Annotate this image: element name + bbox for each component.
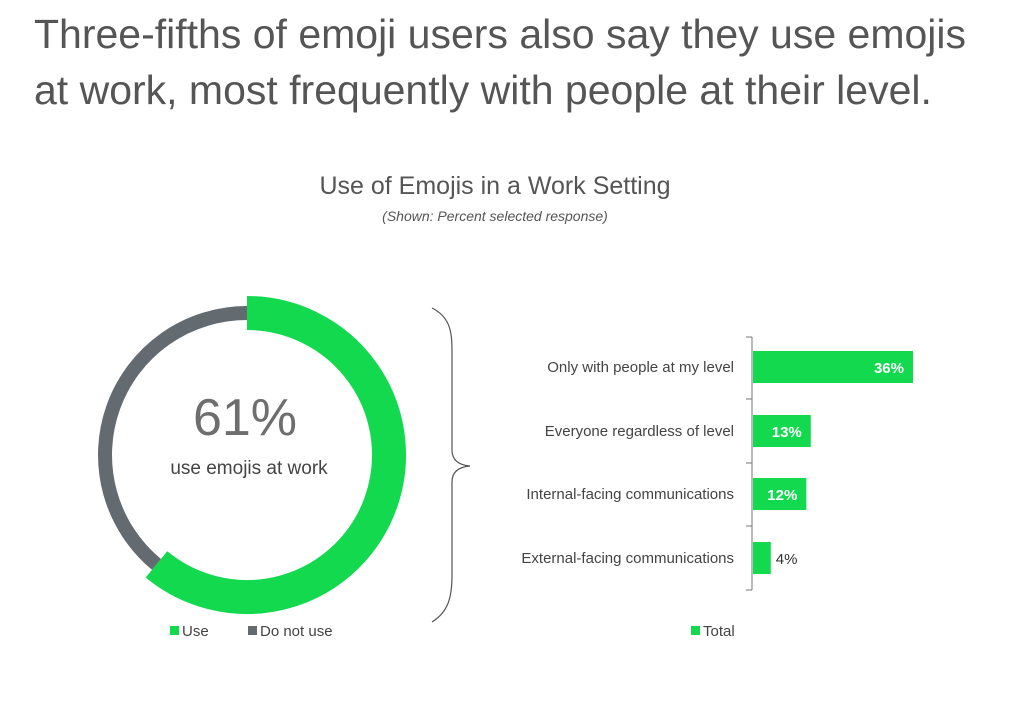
category-label: External-facing communications (521, 550, 734, 567)
legend-item-total-swatch (691, 626, 700, 635)
headline: Three-fifths of emoji users also say the… (34, 6, 1014, 118)
donut-slice-do-not-use (98, 306, 248, 570)
legend-item-use: Use (182, 623, 209, 640)
bar-external-facing-communications (753, 542, 771, 574)
bar-only-with-people-at-my-level (753, 351, 913, 383)
category-label: Internal-facing communications (526, 486, 734, 503)
bar-value-label: 4% (776, 551, 798, 568)
donut-center-label: use emojis at work (170, 458, 328, 479)
legend-item-do-not-use: Do not use (260, 623, 333, 640)
legend: Use Do not use Total (170, 623, 735, 640)
category-label: Only with people at my level (547, 359, 734, 376)
grouping-brace (431, 307, 471, 623)
chart-subtitle: (Shown: Percent selected response) (382, 208, 608, 224)
bar-value-label: 13% (772, 424, 802, 441)
bar-everyone-regardless-of-level (753, 415, 811, 447)
legend-item-total: Total (703, 623, 735, 640)
bar-chart: Only with people at my level 36% Everyone … (521, 336, 913, 591)
donut-slice-use (145, 296, 406, 614)
headline-line-1: Three-fifths of emoji users also say the… (34, 11, 966, 57)
legend-item-do-not-use-swatch (248, 626, 257, 635)
donut-chart (98, 296, 406, 614)
chart-title: Use of Emojis in a Work Setting (319, 172, 671, 200)
legend-item-use-swatch (170, 626, 179, 635)
bar-value-label: 36% (874, 360, 904, 377)
bar-internal-facing-communications (753, 478, 807, 510)
category-label: Everyone regardless of level (545, 423, 734, 440)
donut-center-value: 61% (193, 389, 297, 447)
headline-line-2: at work, most frequently with people at … (34, 67, 932, 113)
bar-value-label: 12% (767, 487, 797, 504)
